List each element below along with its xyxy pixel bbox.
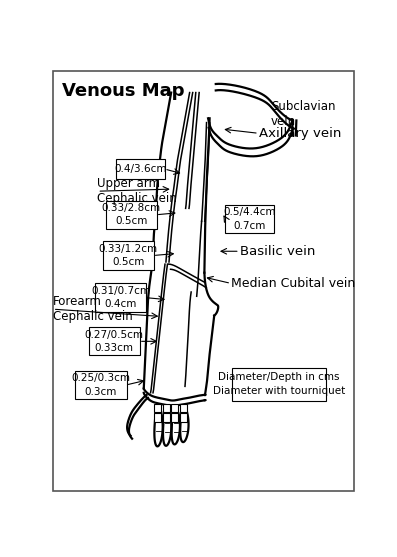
Text: Axillary vein: Axillary vein	[259, 127, 341, 140]
FancyBboxPatch shape	[102, 241, 154, 270]
Text: Diameter/Depth in cms
Diameter with tourniquet: Diameter/Depth in cms Diameter with tour…	[213, 372, 345, 396]
Text: Forearm
Cephalic vein: Forearm Cephalic vein	[53, 295, 133, 323]
FancyBboxPatch shape	[106, 201, 157, 229]
Text: 0.33/1.2cm
0.5cm: 0.33/1.2cm 0.5cm	[98, 244, 158, 267]
Bar	[180, 403, 187, 412]
FancyBboxPatch shape	[75, 371, 127, 399]
Bar	[154, 403, 161, 412]
Bar	[154, 413, 161, 422]
Text: 0.4/3.6cm: 0.4/3.6cm	[114, 164, 167, 174]
Text: 0.25/0.3cm
0.3cm: 0.25/0.3cm 0.3cm	[71, 374, 131, 397]
Text: 0.27/0.5cm
0.33cm: 0.27/0.5cm 0.33cm	[85, 330, 144, 353]
Text: Venous Map: Venous Map	[62, 82, 185, 100]
FancyBboxPatch shape	[89, 327, 140, 355]
Text: Median Cubital vein: Median Cubital vein	[231, 277, 355, 290]
FancyBboxPatch shape	[232, 368, 326, 400]
FancyBboxPatch shape	[225, 205, 274, 233]
Text: 0.5/4.4cm
0.7cm: 0.5/4.4cm 0.7cm	[224, 208, 276, 231]
FancyBboxPatch shape	[95, 284, 146, 312]
Bar	[180, 413, 187, 422]
Bar	[172, 403, 178, 412]
FancyBboxPatch shape	[116, 159, 165, 179]
Text: 0.33/2.8cm
0.5cm: 0.33/2.8cm 0.5cm	[102, 203, 161, 226]
Bar	[163, 413, 170, 422]
Text: Upper arm
Cephalic vein: Upper arm Cephalic vein	[97, 177, 177, 205]
Text: 0.31/0.7cm
0.4cm: 0.31/0.7cm 0.4cm	[91, 286, 150, 309]
Bar	[172, 413, 178, 422]
Text: Basilic vein: Basilic vein	[240, 245, 315, 258]
Text: Subclavian
vein: Subclavian vein	[271, 100, 335, 128]
Bar	[163, 403, 170, 412]
